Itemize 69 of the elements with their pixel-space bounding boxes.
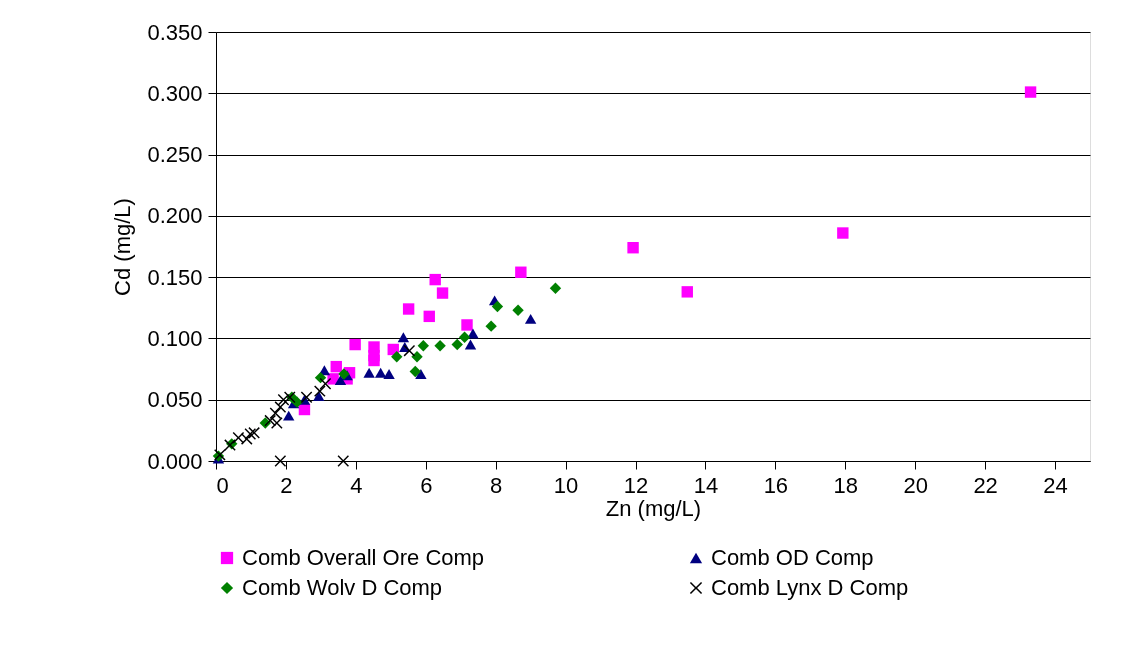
point	[409, 365, 421, 378]
point	[436, 287, 449, 299]
point	[549, 282, 562, 294]
point	[391, 351, 403, 363]
point	[368, 354, 380, 367]
y-tick-label: 0.000	[147, 448, 203, 474]
point	[524, 313, 537, 324]
legend-label: Comb Lynx D Comp	[711, 575, 909, 600]
y-tick-label: 0.300	[147, 80, 203, 106]
point	[515, 266, 527, 278]
point	[837, 227, 849, 239]
x-tick-label: 10	[553, 472, 579, 498]
y-tick-label: 0.100	[147, 325, 203, 351]
point	[383, 369, 395, 379]
x-tick-label: 22	[973, 472, 998, 498]
point	[512, 304, 524, 316]
point	[334, 375, 347, 386]
x-tick-label: 0	[216, 472, 229, 498]
y-tick-label: 0.150	[147, 264, 203, 290]
x-tick-label: 2	[280, 472, 293, 498]
x-axis-title: Zn (mg/L)	[605, 495, 702, 521]
point	[415, 369, 427, 379]
point	[313, 391, 325, 401]
x-tick-label: 16	[763, 472, 789, 498]
legend-label: Comb Overall Ore Comp	[242, 545, 485, 570]
x-tick-label: 24	[1043, 472, 1068, 498]
point	[397, 332, 410, 343]
x-tick-label: 12	[623, 472, 649, 498]
point	[451, 338, 463, 351]
x-tick-label: 14	[693, 472, 719, 498]
x-tick-label: 20	[903, 472, 928, 498]
x-tick-label: 8	[490, 472, 503, 498]
x-tick-label: 18	[833, 472, 859, 498]
point	[417, 340, 430, 352]
point	[681, 286, 693, 298]
y-tick-label: 0.350	[147, 19, 203, 45]
y-tick-label: 0.050	[147, 387, 203, 413]
legend-label: Comb Wolv D Comp	[242, 575, 443, 600]
x-tick-label: 4	[350, 472, 363, 498]
point	[491, 300, 504, 313]
point	[269, 407, 282, 419]
point	[402, 303, 415, 315]
x-tick-label: 6	[420, 472, 433, 498]
point	[271, 417, 283, 429]
point	[337, 455, 349, 467]
point	[429, 273, 441, 286]
point	[241, 433, 253, 445]
point	[283, 410, 295, 421]
point	[434, 340, 446, 352]
point	[274, 455, 287, 467]
y-tick-label: 0.250	[147, 142, 203, 168]
point	[232, 432, 245, 444]
point	[485, 320, 497, 332]
point	[464, 339, 477, 350]
point	[264, 414, 276, 427]
point	[314, 385, 326, 397]
point	[627, 242, 639, 254]
point	[1024, 86, 1037, 98]
point	[423, 310, 435, 323]
y-axis-title: Cd (mg/L)	[110, 198, 136, 296]
point	[461, 319, 473, 331]
point	[458, 331, 471, 343]
point	[349, 338, 361, 351]
point	[403, 344, 416, 357]
y-tick-label: 0.200	[147, 203, 203, 229]
point	[363, 367, 375, 378]
legend-label: Comb OD Comp	[711, 545, 874, 570]
point	[374, 367, 387, 378]
point	[330, 360, 342, 373]
